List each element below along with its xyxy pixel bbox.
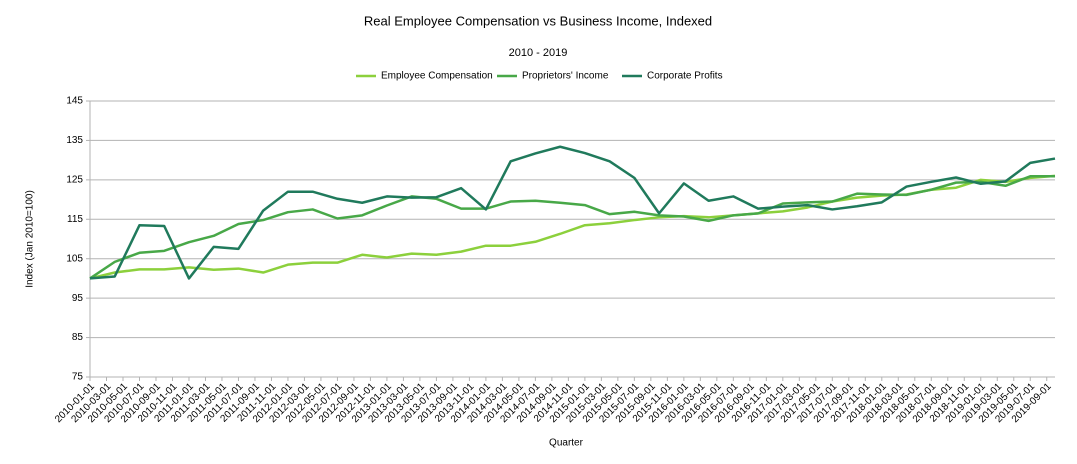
- chart-subtitle: 2010 - 2019: [509, 47, 568, 59]
- legend-label: Corporate Profits: [647, 71, 723, 82]
- y-tick-label: 75: [72, 372, 84, 383]
- series-line: [89, 145, 1056, 280]
- y-tick-label: 115: [67, 214, 83, 225]
- y-tick-label: 85: [72, 332, 84, 343]
- y-axis-label: Index (Jan 2010=100): [25, 190, 36, 288]
- y-tick-label: 145: [66, 96, 83, 107]
- y-tick-label: 125: [66, 174, 83, 185]
- x-axis-label: Quarter: [549, 438, 584, 449]
- y-tick-label: 135: [66, 135, 83, 146]
- y-tick-label: 105: [66, 253, 83, 264]
- legend-label: Proprietors' Income: [522, 71, 609, 82]
- chart-title: Real Employee Compensation vs Business I…: [364, 13, 712, 28]
- y-tick-label: 95: [72, 293, 84, 304]
- legend-label: Employee Compensation: [381, 71, 493, 82]
